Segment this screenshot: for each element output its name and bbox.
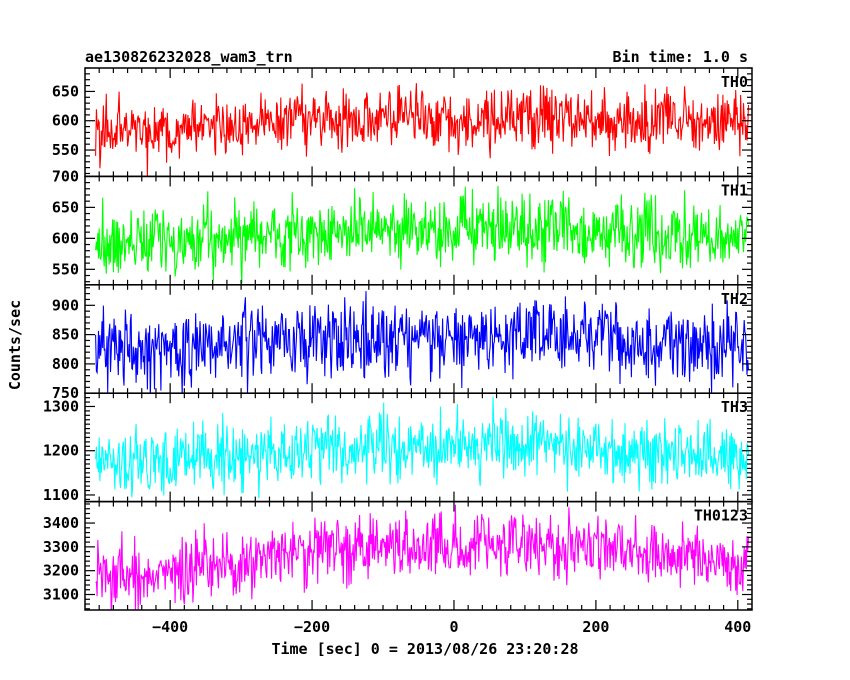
x-tick-label: 200 bbox=[582, 618, 609, 636]
y-tick-label: 650 bbox=[52, 82, 79, 100]
panel-th1: 550 600 650 700 TH1 bbox=[52, 167, 753, 286]
x-tick-label: 0 bbox=[449, 618, 458, 636]
y-tick-label: 3300 bbox=[43, 538, 79, 556]
panel-th0123: 3100 3200 3300 3400 TH0123 bbox=[43, 500, 753, 611]
y-tick-label: 700 bbox=[52, 167, 79, 185]
series-line-th2 bbox=[95, 291, 750, 394]
y-tick-label: 1200 bbox=[43, 442, 79, 460]
panel-th3: 1100 1200 1300 TH3 bbox=[43, 392, 753, 504]
y-tick-label: 850 bbox=[52, 326, 79, 344]
panel-label-th1: TH1 bbox=[721, 181, 748, 199]
series-line-th0 bbox=[95, 83, 750, 177]
series-line-th3 bbox=[95, 396, 750, 499]
y-axis-label: Counts/sec bbox=[6, 300, 24, 390]
series-line-th0123 bbox=[95, 504, 750, 611]
x-axis-label: Time [sec] 0 = 2013/08/26 23:20:28 bbox=[271, 640, 578, 658]
y-tick-label: 600 bbox=[52, 229, 79, 247]
x-tick-label: 400 bbox=[724, 618, 751, 636]
y-tick-label: 1300 bbox=[43, 397, 79, 415]
y-tick-label: 550 bbox=[52, 141, 79, 159]
panel-label-th2: TH2 bbox=[721, 290, 748, 308]
panels-group: 550 600 650 TH0 550 600 650 700 TH1 750 800 850 900 T… bbox=[43, 67, 753, 611]
panel-label-th0: TH0 bbox=[721, 73, 748, 91]
y-tick-label: 800 bbox=[52, 355, 79, 373]
panel-th2: 750 800 850 900 TH2 bbox=[52, 284, 753, 402]
series-line-th1 bbox=[95, 185, 750, 284]
x-tick-label: −200 bbox=[294, 618, 330, 636]
x-tick-labels: −400 −200 0 200 400 bbox=[152, 618, 751, 636]
y-tick-label: 3100 bbox=[43, 586, 79, 604]
y-tick-label: 900 bbox=[52, 296, 79, 314]
y-tick-label: 3400 bbox=[43, 514, 79, 532]
y-tick-label: 650 bbox=[52, 198, 79, 216]
bin-time-label: Bin time: 1.0 s bbox=[613, 48, 748, 66]
y-tick-label: 1100 bbox=[43, 486, 79, 504]
panel-th0: 550 600 650 TH0 bbox=[52, 67, 753, 178]
panel-label-th0123: TH0123 bbox=[694, 507, 748, 525]
y-tick-label: 600 bbox=[52, 112, 79, 130]
y-tick-label: 750 bbox=[52, 384, 79, 402]
y-tick-label: 3200 bbox=[43, 562, 79, 580]
chart-title: ae130826232028_wam3_trn bbox=[85, 48, 293, 66]
x-tick-label: −400 bbox=[152, 618, 188, 636]
panel-label-th3: TH3 bbox=[721, 398, 748, 416]
y-tick-label: 550 bbox=[52, 260, 79, 278]
